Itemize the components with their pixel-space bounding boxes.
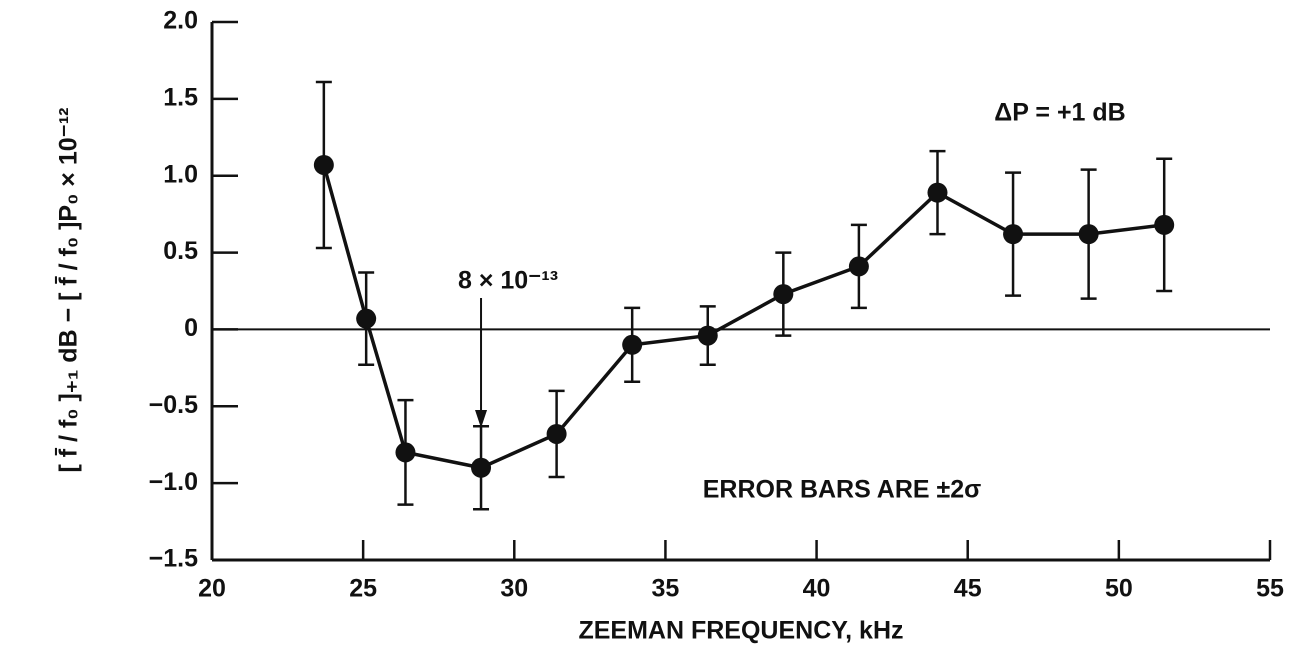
data-point <box>1154 214 1175 235</box>
annotation: 8 × 10⁻¹³ <box>458 267 558 295</box>
y-tick-label: 1.0 <box>163 160 198 188</box>
x-tick-label: 50 <box>1105 575 1133 603</box>
data-point <box>1078 224 1099 245</box>
x-tick-label: 45 <box>954 575 982 603</box>
y-tick-label: 0.5 <box>163 237 198 265</box>
x-tick-label: 55 <box>1256 575 1284 603</box>
x-tick-label: 35 <box>652 575 680 603</box>
x-tick-label: 40 <box>803 575 831 603</box>
data-point <box>697 325 718 346</box>
y-tick-label: −1.5 <box>149 545 198 573</box>
x-tick-label: 30 <box>500 575 528 603</box>
data-point <box>356 308 377 329</box>
x-tick-label: 20 <box>198 575 226 603</box>
data-point <box>313 154 334 175</box>
data-point <box>395 442 416 463</box>
y-tick-label: 1.5 <box>163 83 198 111</box>
data-point <box>471 457 492 478</box>
data-line <box>322 164 1165 470</box>
y-tick-label: −1.0 <box>149 468 198 496</box>
data-point <box>622 334 643 355</box>
data-point <box>1003 224 1024 245</box>
data-point <box>546 423 567 444</box>
annotation: ERROR BARS ARE ±2σ <box>703 476 982 504</box>
y-tick-label: 0 <box>184 314 198 342</box>
y-tick-label: 2.0 <box>163 7 198 35</box>
y-axis-title: [ f̄ / f₀ ]₊₁ dB − [ f̄ / f₀ ]P₀ × 10⁻¹² <box>53 108 82 473</box>
x-tick-label: 25 <box>349 575 377 603</box>
annotation-arrowhead <box>475 410 488 428</box>
data-point <box>848 256 869 277</box>
y-tick-label: −0.5 <box>149 391 198 419</box>
x-axis-title: ZEEMAN FREQUENCY, kHz <box>578 617 903 645</box>
data-point <box>927 182 948 203</box>
annotation: ΔP = +1 dB <box>994 99 1125 127</box>
data-point <box>773 284 794 305</box>
